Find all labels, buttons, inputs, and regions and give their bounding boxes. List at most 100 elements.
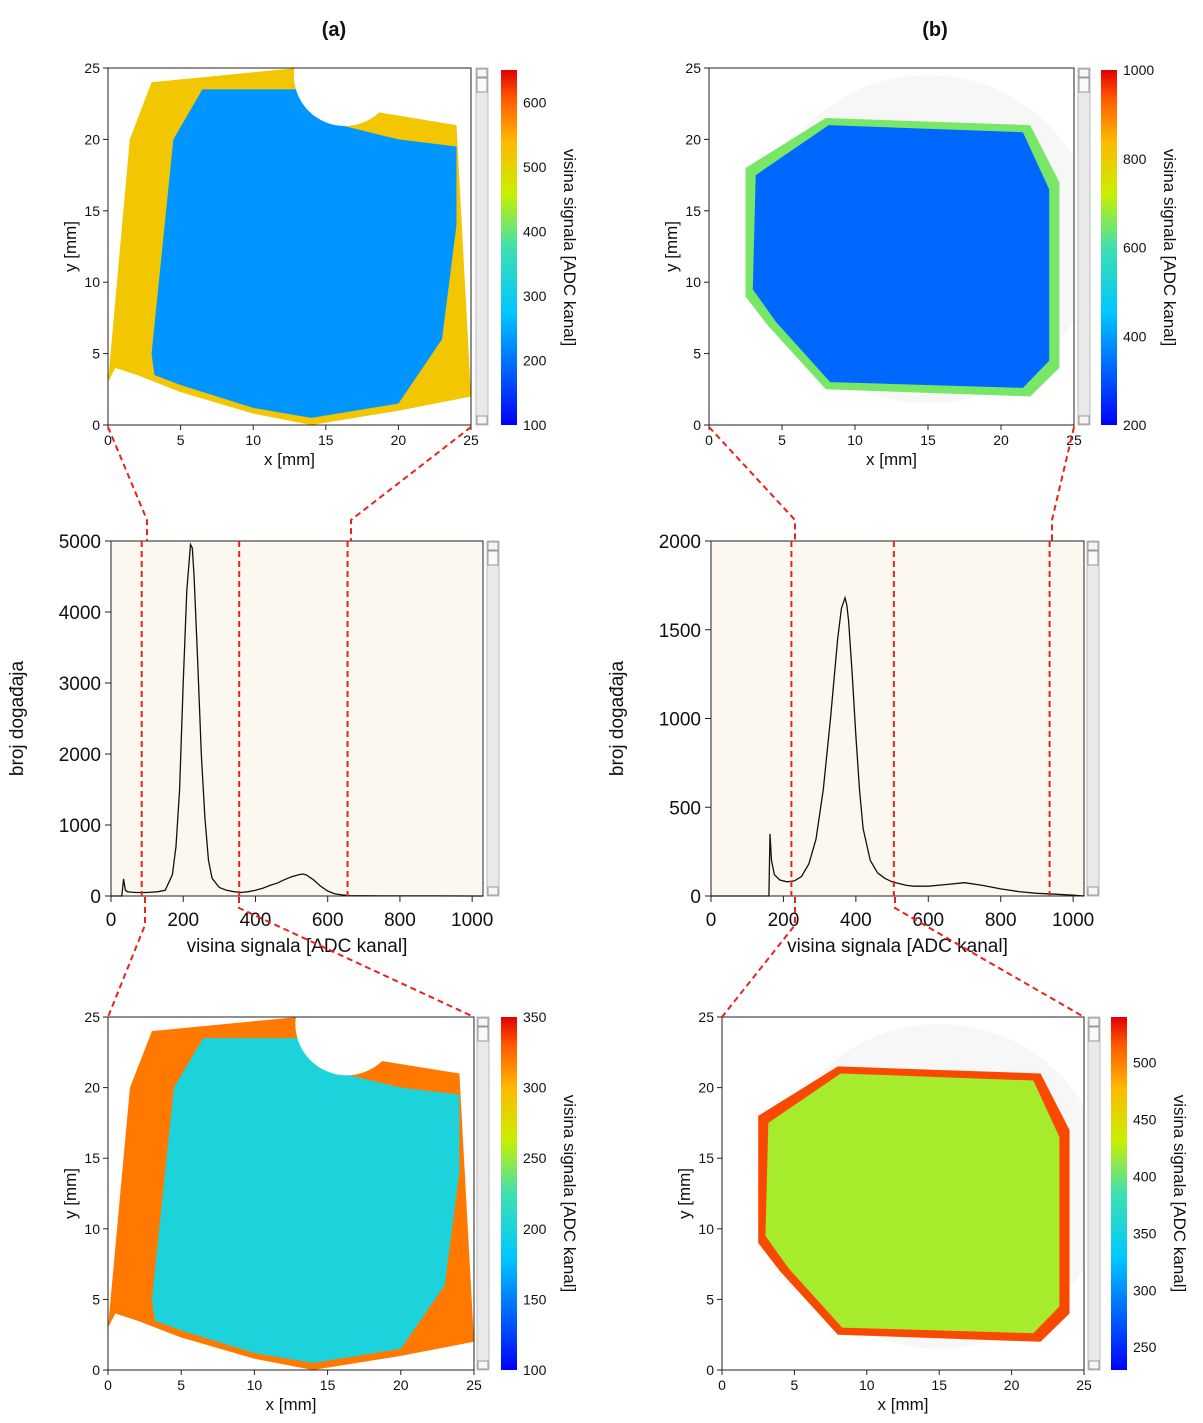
heatmap-frame (721, 1016, 1085, 1371)
x-tick-label: 25 (1066, 432, 1082, 448)
x-tick-label: 0 (706, 910, 717, 931)
x-tick-label: 5 (177, 1377, 185, 1393)
y-tick-label: 5 (92, 1291, 100, 1307)
scrollbar-up-button[interactable] (1087, 541, 1099, 551)
y-tick-label: 15 (84, 1150, 100, 1166)
scrollbar-down-button[interactable] (1087, 886, 1099, 896)
scrollbar-track[interactable] (1086, 540, 1100, 897)
colorbar-gradient (501, 70, 517, 425)
heatmap-image (758, 1024, 1084, 1349)
y-axis-label: y [mm] (675, 1168, 694, 1219)
scrollbar-track[interactable] (476, 1016, 490, 1371)
colorbar-tick-label: 150 (523, 1291, 547, 1307)
x-tick-label: 600 (312, 910, 344, 931)
plot-area (110, 540, 484, 897)
connector-line (107, 897, 146, 1018)
scrollbar-up-button[interactable] (487, 541, 499, 551)
y-tick-label: 1000 (659, 710, 701, 731)
y-tick-label: 5 (706, 1291, 714, 1307)
scrollbar-thumb[interactable] (476, 77, 488, 93)
scrollbar-down-button[interactable] (1088, 1360, 1100, 1370)
scrollbar-up-button[interactable] (1078, 68, 1090, 78)
scrollbar[interactable] (1077, 67, 1091, 426)
x-tick-label: 10 (247, 1377, 263, 1393)
colorbar-tick-label: 450 (1133, 1111, 1157, 1127)
detector-central-region (151, 1038, 460, 1363)
x-tick-label: 800 (985, 910, 1017, 931)
detector-central-region (151, 89, 457, 418)
scrollbar-thumb[interactable] (1078, 77, 1090, 93)
x-tick-label: 20 (993, 432, 1009, 448)
heatmap-a: 0 5 10 15 20 25 0 5 10 15 20 25 x [mm] y [mm] 100 200 30… (61, 60, 579, 469)
x-tick-label: 0 (106, 910, 117, 931)
x-tick-label: 5 (791, 1377, 799, 1393)
y-tick-label: 500 (669, 798, 701, 819)
y-tick-label: 5000 (59, 532, 101, 553)
panel-label-b: (b) (922, 19, 948, 41)
scrollbar[interactable] (1087, 1016, 1101, 1371)
y-tick-label: 10 (84, 1221, 100, 1237)
colorbar-tick-label: 600 (1123, 240, 1147, 256)
y-tick-label: 10 (698, 1221, 714, 1237)
scrollbar-thumb[interactable] (477, 1026, 489, 1042)
y-tick-label: 5 (92, 346, 100, 362)
colorbar-tick-label: 500 (1133, 1055, 1157, 1071)
y-tick-label: 15 (84, 203, 100, 219)
y-axis-label: y [mm] (61, 221, 80, 272)
histogram-line (111, 542, 483, 897)
x-tick-label: 1000 (1052, 910, 1094, 931)
scrollbar-track[interactable] (1077, 67, 1091, 426)
scrollbar-up-button[interactable] (477, 1017, 489, 1027)
colorbar-tick-label: 200 (523, 1221, 547, 1237)
scrollbar[interactable] (1086, 540, 1100, 897)
y-tick-label: 25 (84, 60, 100, 76)
detector-central-region (765, 1073, 1060, 1334)
x-tick-label: 0 (705, 432, 713, 448)
scrollbar-track[interactable] (486, 540, 500, 897)
y-tick-label: 20 (698, 1080, 714, 1096)
x-tick-label: 5 (177, 432, 185, 448)
colorbar-tick-label: 300 (1133, 1282, 1157, 1298)
scrollbar-up-button[interactable] (1088, 1017, 1100, 1027)
scrollbar-thumb[interactable] (1088, 1026, 1100, 1042)
x-tick-label: 10 (859, 1377, 875, 1393)
scrollbar-track[interactable] (1087, 1016, 1101, 1371)
x-tick-label: 800 (384, 910, 416, 931)
y-tick-label: 1000 (59, 816, 101, 837)
scrollbar[interactable] (486, 540, 500, 897)
scrollbar-down-button[interactable] (477, 1360, 489, 1370)
colorbar-tick-label: 400 (1123, 328, 1147, 344)
colorbar-label: visina signala [ADC kanal] (560, 149, 579, 346)
detector-central-region (752, 125, 1050, 388)
x-tick-label: 25 (1076, 1377, 1092, 1393)
scrollbar-up-button[interactable] (476, 68, 488, 78)
x-tick-label: 10 (245, 432, 261, 448)
x-tick-label: 200 (768, 910, 800, 931)
colorbar-gradient (501, 1017, 517, 1370)
x-tick-label: 25 (463, 432, 479, 448)
scrollbar-down-button[interactable] (476, 415, 488, 425)
scrollbar-thumb[interactable] (1087, 550, 1099, 566)
connector-line (708, 426, 796, 541)
scrollbar[interactable] (475, 67, 489, 426)
x-tick-label: 15 (320, 1377, 336, 1393)
y-tick-label: 0 (92, 1362, 100, 1378)
x-tick-label: 5 (778, 432, 786, 448)
scrollbar-down-button[interactable] (487, 886, 499, 896)
connector-line (894, 897, 1085, 1018)
scrollbar-track[interactable] (475, 67, 489, 426)
x-tick-label: 400 (840, 910, 872, 931)
x-axis-label: visina signala [ADC kanal] (787, 936, 1008, 957)
colorbar-tick-label: 200 (523, 352, 547, 368)
scrollbar-thumb[interactable] (487, 550, 499, 566)
y-tick-label: 3000 (59, 674, 101, 695)
heatmap-image (108, 1017, 474, 1370)
scrollbar[interactable] (476, 1016, 490, 1371)
scrollbar-down-button[interactable] (1078, 415, 1090, 425)
colorbar: 250 300 350 400 450 500 visina signala [ADC ka… (1111, 1017, 1189, 1370)
histogram-b: 0 200 400 600 800 1000 0 500 1000 1500 2000 visina … (607, 532, 1100, 957)
x-tick-label: 10 (847, 432, 863, 448)
colorbar-tick-label: 250 (523, 1150, 547, 1166)
x-tick-label: 1000 (451, 910, 493, 931)
